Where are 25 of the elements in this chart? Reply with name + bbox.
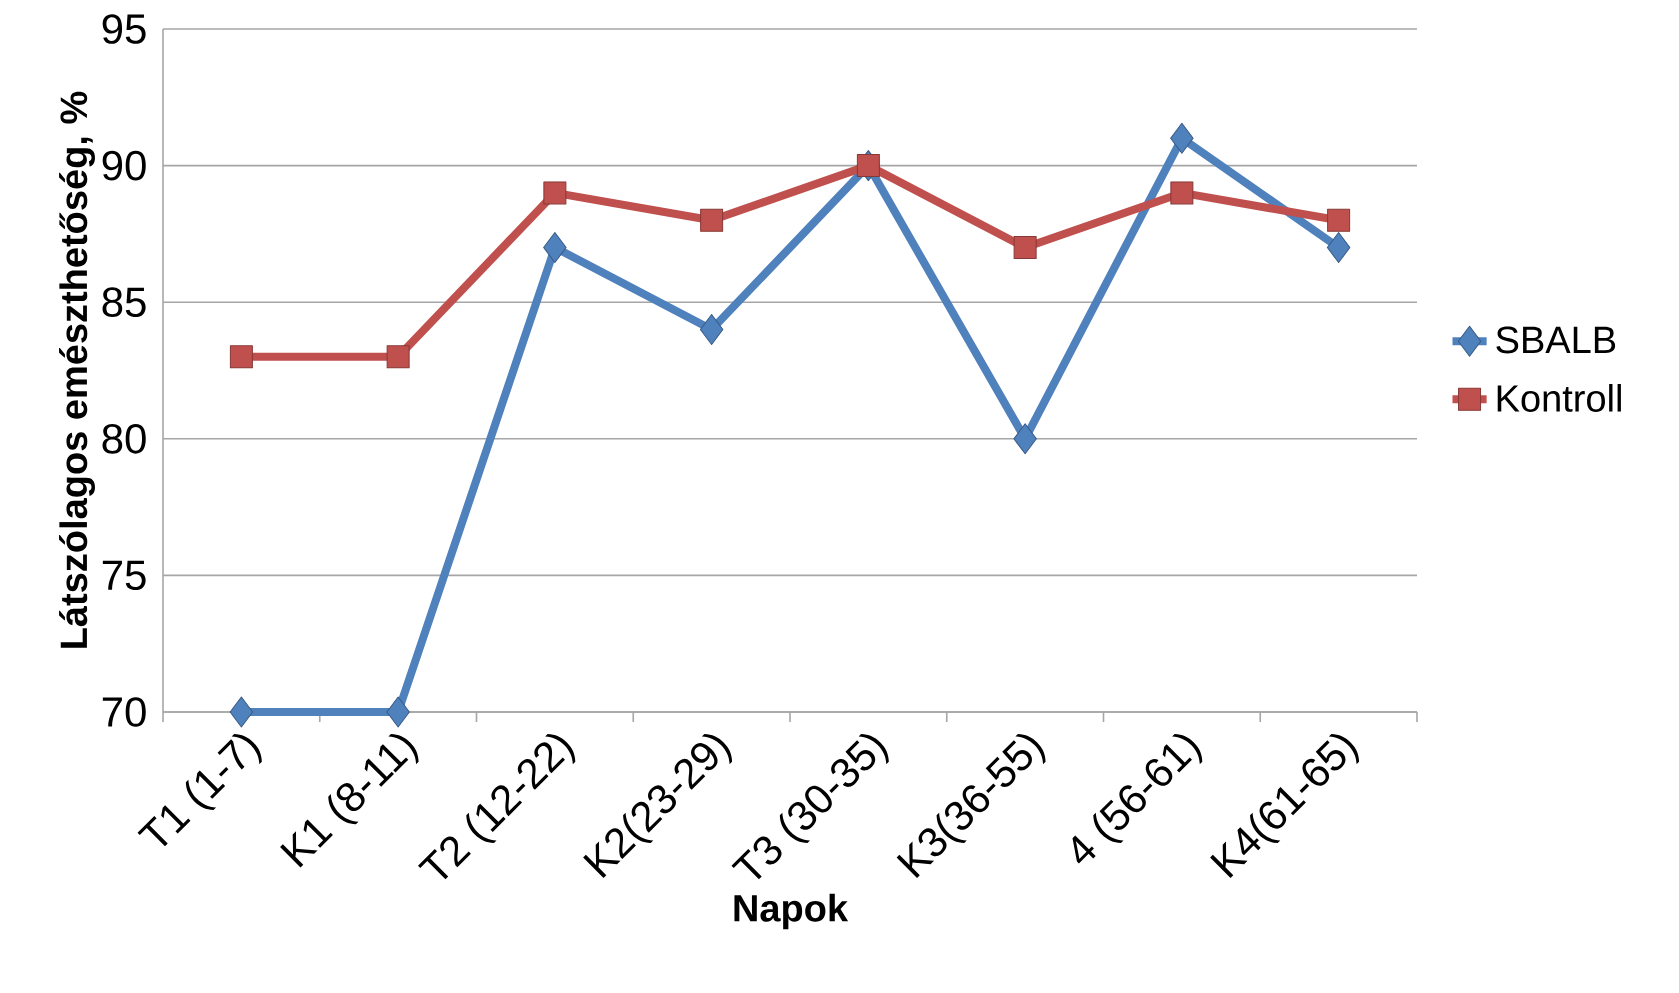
x-axis-title: Napok: [734, 893, 849, 930]
point: [699, 314, 724, 346]
point: [229, 696, 254, 728]
legend-label: SBALB: [1496, 326, 1616, 354]
point: [700, 208, 724, 232]
point: [1013, 423, 1037, 455]
y-tick-label: 75: [102, 560, 146, 591]
point: [386, 345, 410, 369]
y-tick-label: 95: [102, 14, 146, 44]
point: [386, 696, 410, 728]
legend-label: Kontroll: [1497, 384, 1621, 412]
point: [1170, 181, 1194, 205]
y-tick-label: 70: [102, 697, 146, 727]
y-tick-label: 90: [102, 150, 146, 181]
y-tick-label: 80: [102, 423, 146, 454]
y-axis-title: Látszólagos emészthetőség, %: [59, 91, 95, 648]
point: [543, 232, 567, 264]
point: [1326, 232, 1351, 264]
point: [856, 154, 880, 178]
point: [543, 181, 567, 205]
y-tick-label: 85: [102, 287, 146, 318]
point: [1013, 236, 1037, 260]
point: [1170, 122, 1194, 154]
point: [229, 345, 253, 369]
point: [1327, 208, 1351, 232]
